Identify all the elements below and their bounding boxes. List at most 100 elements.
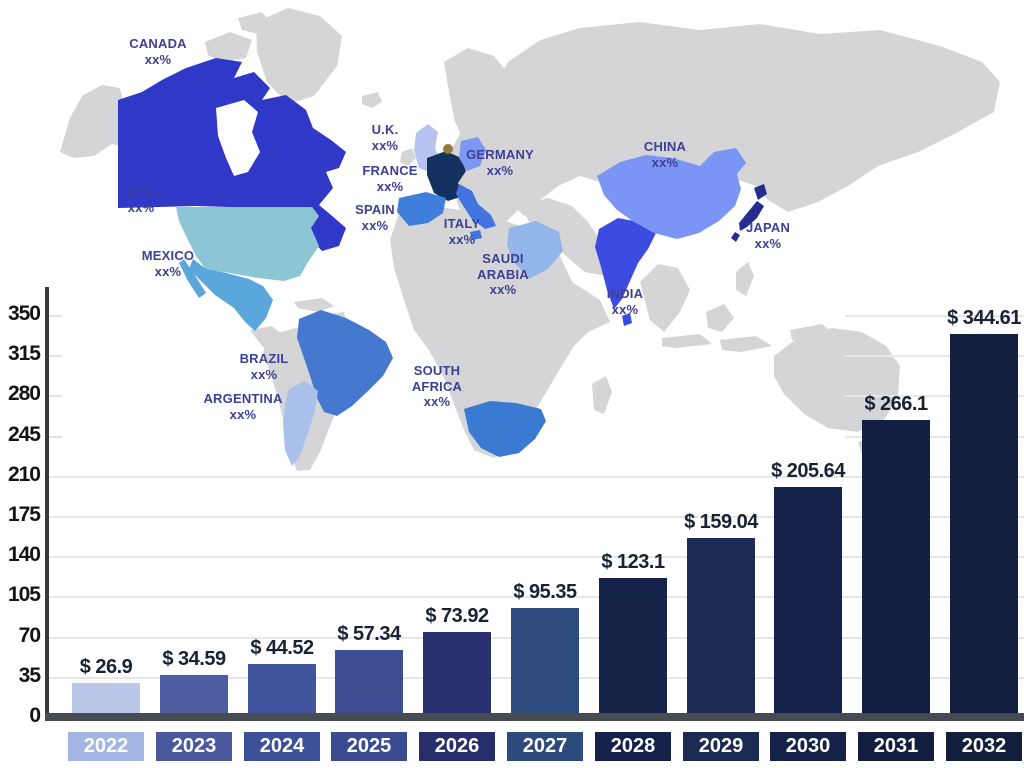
- map-label-italy: ITALY xx%: [444, 216, 480, 247]
- bar-2026: [423, 632, 491, 713]
- map-label-us: U.S. xx%: [128, 184, 155, 215]
- map-country-japan-hokkaido: [754, 184, 767, 200]
- value-label-2024: $ 44.52: [250, 637, 314, 659]
- map-label-china: CHINA xx%: [644, 139, 686, 170]
- map-country-germany: [459, 137, 486, 171]
- year-box-2029: 2029: [683, 732, 759, 761]
- map-country-japan-kyushu: [731, 232, 740, 242]
- map-country-us: [176, 207, 319, 281]
- map-label-line: xx%: [423, 394, 451, 409]
- bar-2023: [160, 675, 228, 713]
- value-label-2026: $ 73.92: [425, 605, 489, 627]
- map-label-line: xx%: [144, 51, 172, 67]
- map-land-indonesia-2: [720, 336, 772, 352]
- y-tick-label-245: 245: [7, 423, 41, 446]
- value-label-2022: $ 26.9: [79, 656, 133, 678]
- map-country-mexico: [189, 259, 273, 331]
- year-box-2022: 2022: [68, 732, 144, 761]
- map-label-line: JAPAN: [745, 220, 791, 235]
- map-country-south-africa: [464, 401, 546, 457]
- bar-2025: [335, 650, 403, 713]
- map-label-line: MEXICO: [141, 248, 195, 263]
- map-label-line: U.K.: [371, 122, 399, 137]
- map-land-middle-east: [520, 198, 612, 276]
- map-label-line: SOUTH: [413, 363, 461, 378]
- y-tick-label-70: 70: [18, 624, 41, 647]
- map-label-line: FRANCE: [362, 163, 418, 178]
- map-label-line: xx%: [611, 301, 639, 317]
- map-label-southafrica: SOUTH AFRICA xx%: [412, 363, 462, 410]
- map-label-line: xx%: [448, 231, 476, 247]
- map-label-line: xx%: [754, 235, 782, 251]
- value-label-2029: $ 159.04: [684, 511, 758, 533]
- bar-2029: [687, 538, 755, 713]
- year-box-2030: 2030: [770, 732, 846, 761]
- gridline-175: [49, 516, 1024, 518]
- bar-2027: [511, 608, 579, 713]
- y-tick-label-350: 350: [7, 302, 41, 325]
- map-country-argentina: [283, 381, 318, 466]
- year-box-2032: 2032: [946, 732, 1022, 761]
- gridline-210: [49, 476, 1024, 478]
- map-label-line: U.S.: [127, 184, 155, 199]
- map-country-italy: [456, 184, 496, 229]
- year-box-2025: 2025: [331, 732, 407, 761]
- map-label-line: ITALY: [443, 216, 481, 231]
- value-label-2028: $ 123.1: [601, 551, 665, 573]
- map-label-line: xx%: [154, 263, 182, 279]
- y-tick-label-280: 280: [7, 382, 41, 405]
- gridline-140: [49, 556, 1024, 558]
- map-label-india: INDIA xx%: [607, 286, 643, 317]
- map-land-arctic-1: [205, 32, 252, 62]
- world-map: [60, 8, 1000, 474]
- map-land-borneo: [706, 304, 734, 332]
- y-tick-label-210: 210: [7, 463, 41, 486]
- map-label-line: AFRICA: [411, 378, 463, 394]
- gridline-right-315: [845, 355, 1024, 357]
- bar-2032: [950, 334, 1018, 713]
- y-tick-label-140: 140: [7, 543, 41, 566]
- map-label-line: xx%: [376, 178, 404, 194]
- value-label-2031: $ 266.1: [864, 393, 928, 415]
- map-label-argentina: ARGENTINA xx%: [203, 391, 282, 422]
- map-land-iceland: [362, 92, 382, 108]
- map-land-indonesia-1: [662, 334, 712, 348]
- year-box-2024: 2024: [244, 732, 320, 761]
- map-hudson-bay: [216, 100, 260, 176]
- map-label-line: SPAIN: [355, 202, 395, 217]
- bar-2028: [599, 578, 667, 713]
- map-land-alaska: [60, 85, 134, 158]
- bar-2030: [774, 487, 842, 713]
- map-label-line: ARGENTINA: [203, 391, 283, 406]
- year-box-2027: 2027: [507, 732, 583, 761]
- map-label-uk: U.K. xx%: [372, 122, 399, 153]
- bar-2022: [72, 683, 140, 713]
- gridline-stub-315: [49, 355, 62, 357]
- map-land-greenland: [256, 8, 342, 104]
- map-country-sri-lanka: [622, 313, 632, 326]
- y-tick-label-105: 105: [7, 583, 41, 606]
- map-country-saudi-arabia: [507, 221, 563, 279]
- map-label-line: xx%: [250, 366, 278, 382]
- value-label-2025: $ 57.34: [337, 623, 401, 645]
- map-land-philippines: [736, 262, 754, 296]
- map-label-france: FRANCE xx%: [362, 163, 417, 194]
- map-region-benelux-gold: [443, 144, 453, 154]
- map-land-madagascar: [592, 376, 612, 414]
- value-label-2023: $ 34.59: [162, 648, 226, 670]
- y-tick-label-0: 0: [29, 704, 41, 727]
- map-label-line: GERMANY: [466, 147, 534, 162]
- y-tick-label-175: 175: [7, 503, 41, 526]
- year-box-2031: 2031: [858, 732, 934, 761]
- map-land-cuba: [294, 298, 334, 312]
- gridline-right-245: [845, 436, 1024, 438]
- map-label-line: xx%: [486, 162, 514, 178]
- map-land-australia: [774, 328, 900, 432]
- year-box-2023: 2023: [156, 732, 232, 761]
- x-axis-baseline: [45, 713, 1024, 721]
